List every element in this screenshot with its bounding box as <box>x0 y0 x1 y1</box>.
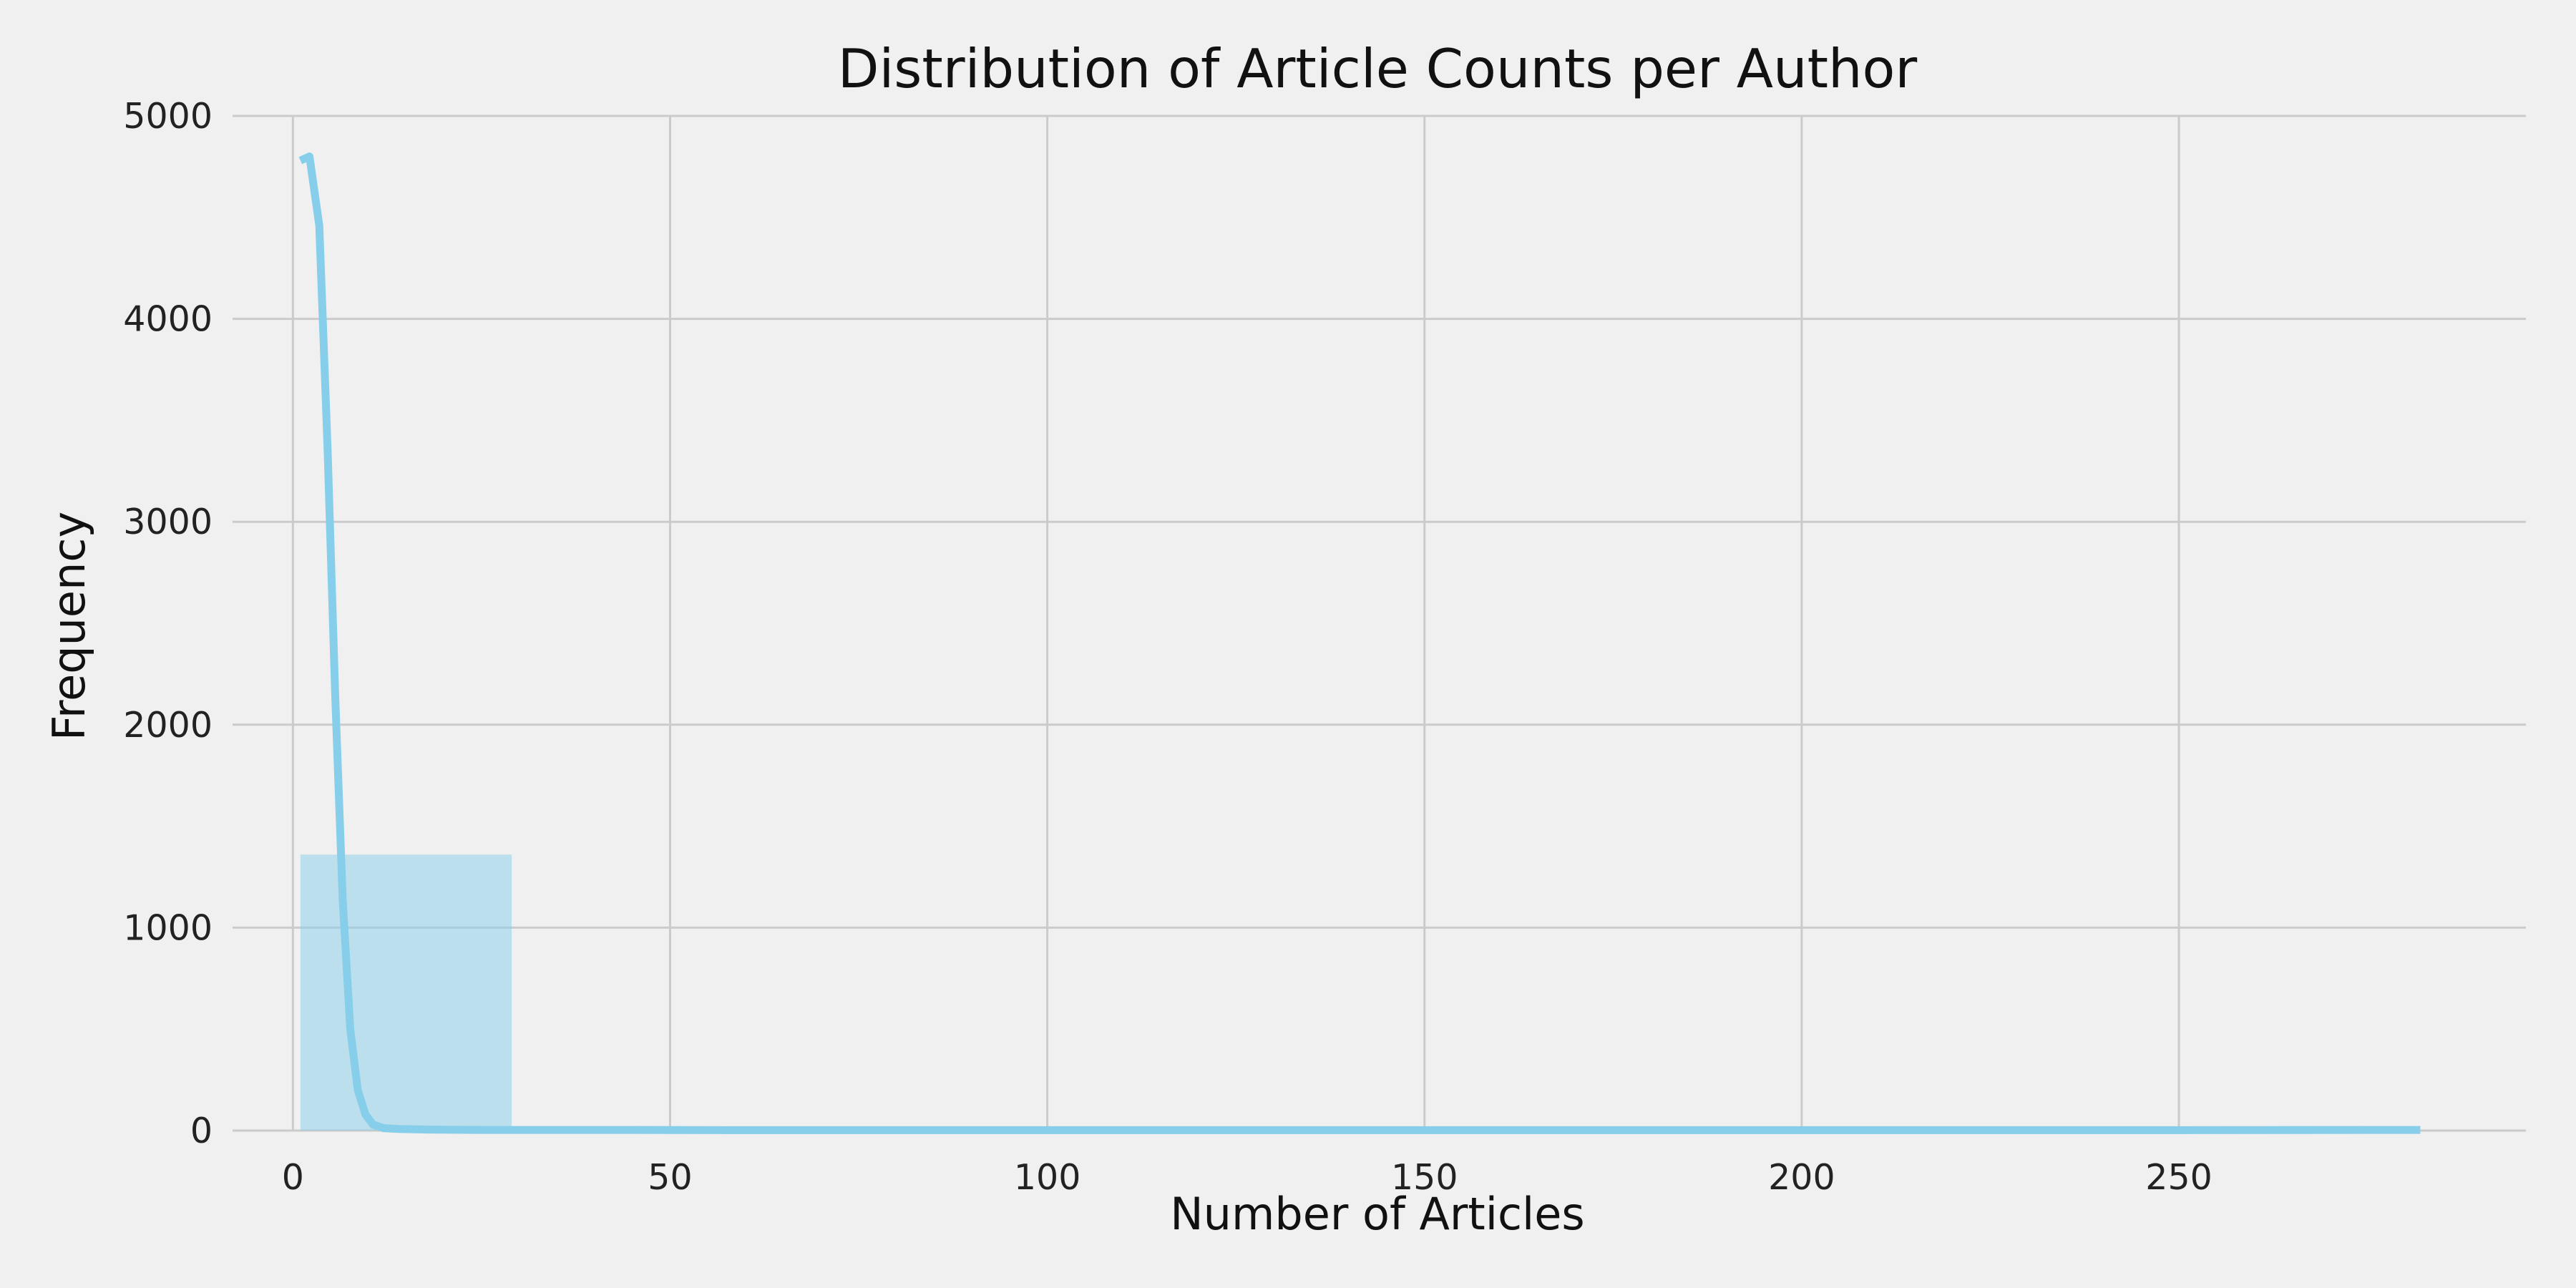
y-tick-label: 3000 <box>123 502 213 542</box>
y-tick-label: 0 <box>190 1111 213 1151</box>
y-tick-label: 5000 <box>123 96 213 137</box>
x-tick-label: 100 <box>1014 1157 1081 1198</box>
x-tick-label: 50 <box>648 1157 692 1198</box>
y-tick-label: 4000 <box>123 299 213 340</box>
y-tick-label: 1000 <box>123 907 213 948</box>
x-tick-label: 0 <box>282 1157 304 1198</box>
x-tick-label: 150 <box>1391 1157 1458 1198</box>
y-tick-label: 2000 <box>123 705 213 746</box>
kde-curve <box>298 152 2421 1134</box>
x-tick-label: 200 <box>1768 1157 1835 1198</box>
x-axis-label: Number of Articles <box>1170 1188 1584 1240</box>
x-tick-label: 250 <box>2145 1157 2212 1198</box>
y-axis-label: Frequency <box>43 512 95 741</box>
histogram-bar <box>300 854 512 1131</box>
histogram-bars <box>300 854 2421 1131</box>
kde-line <box>298 152 2421 1134</box>
chart-title: Distribution of Article Counts per Autho… <box>838 37 1918 100</box>
x-tick-labels: 0 50 100 150 200 250 <box>282 1157 2212 1198</box>
y-tick-labels: 0 1000 2000 3000 4000 5000 <box>123 96 213 1151</box>
